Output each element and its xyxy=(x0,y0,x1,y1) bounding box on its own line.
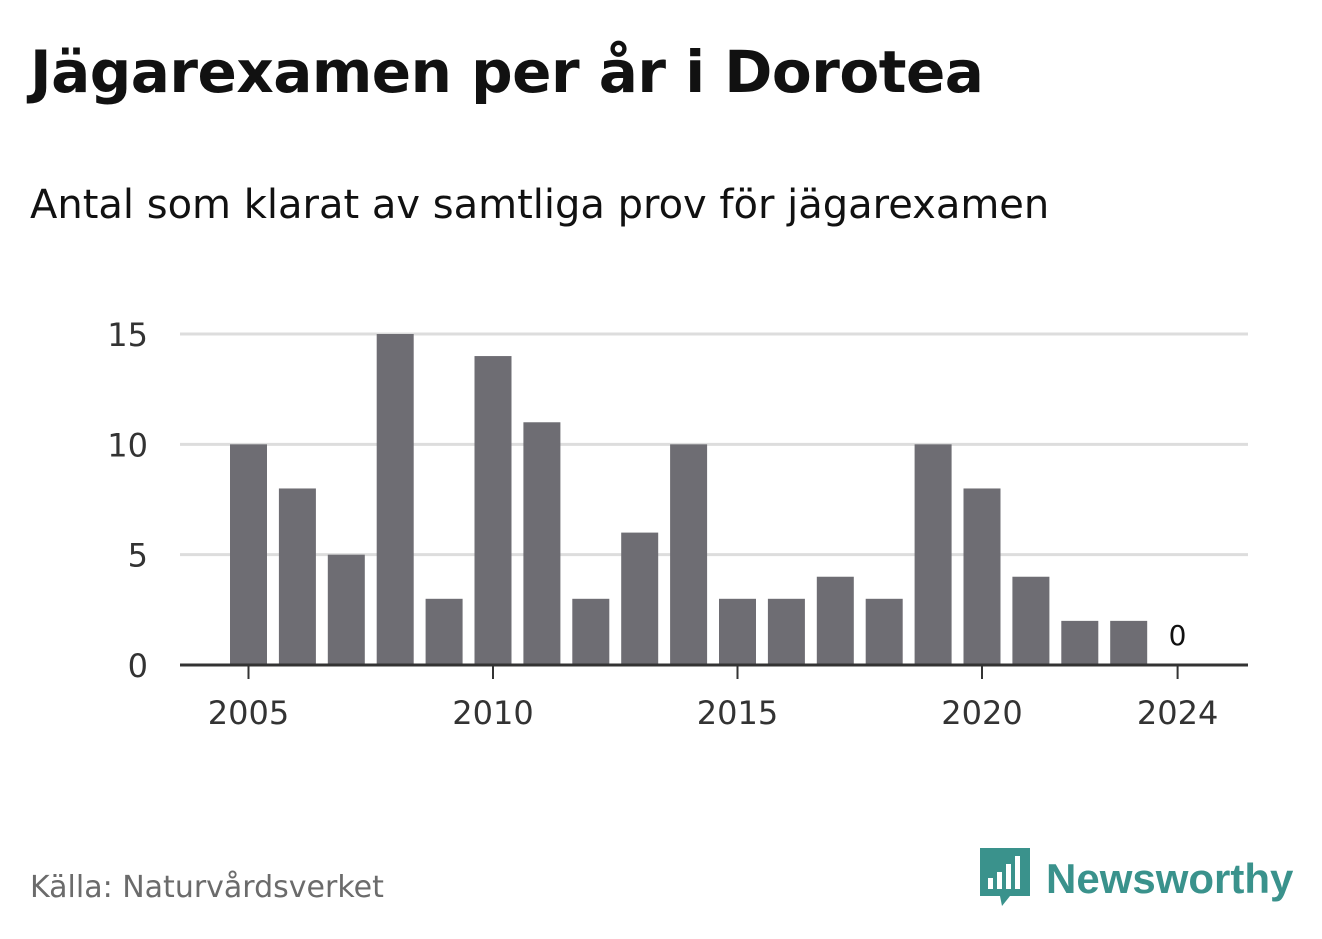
source-note: Källa: Naturvårdsverket xyxy=(30,870,384,905)
chart-title: Jägarexamen per år i Dorotea xyxy=(30,38,984,106)
y-tick-label: 15 xyxy=(107,316,148,354)
y-tick-label: 5 xyxy=(128,537,148,575)
bar xyxy=(963,488,1001,665)
bar xyxy=(425,598,463,665)
bar xyxy=(816,576,854,665)
bar xyxy=(865,598,903,665)
labels: 0 5 10 15 2005 2010 2015 2020 2024 0 xyxy=(107,316,1218,732)
x-tick-label: 2005 xyxy=(208,694,289,732)
x-tick-label: 2020 xyxy=(941,694,1022,732)
bar xyxy=(1061,620,1099,665)
newsworthy-logo-icon xyxy=(980,848,1030,906)
x-tick-label: 2015 xyxy=(697,694,778,732)
bar xyxy=(767,598,805,665)
brand: Newsworthy xyxy=(980,848,1293,910)
bar xyxy=(278,488,316,665)
bar xyxy=(1012,576,1050,665)
brand-name: Newsworthy xyxy=(1046,855,1294,902)
bar xyxy=(523,422,561,665)
chart-subtitle: Antal som klarat av samtliga prov för jä… xyxy=(30,182,1050,228)
x-tick-label: 2024 xyxy=(1137,694,1218,732)
bar-chart: 0 5 10 15 2005 2010 2015 2020 2024 0 xyxy=(107,316,1248,732)
bar xyxy=(230,444,267,665)
bar xyxy=(474,356,512,665)
axes xyxy=(180,663,1248,679)
bar xyxy=(1110,620,1148,665)
y-tick-label: 10 xyxy=(107,426,148,464)
bar xyxy=(719,598,756,665)
bar xyxy=(572,598,610,665)
bar xyxy=(327,554,365,665)
bar xyxy=(670,444,708,665)
bars xyxy=(230,334,1148,665)
x-tick-label: 2010 xyxy=(452,694,533,732)
bar xyxy=(914,444,952,665)
bar xyxy=(376,334,414,665)
bar xyxy=(621,532,659,665)
data-label: 0 xyxy=(1169,619,1187,652)
grid-lines xyxy=(180,332,1248,557)
y-tick-label: 0 xyxy=(128,647,148,685)
